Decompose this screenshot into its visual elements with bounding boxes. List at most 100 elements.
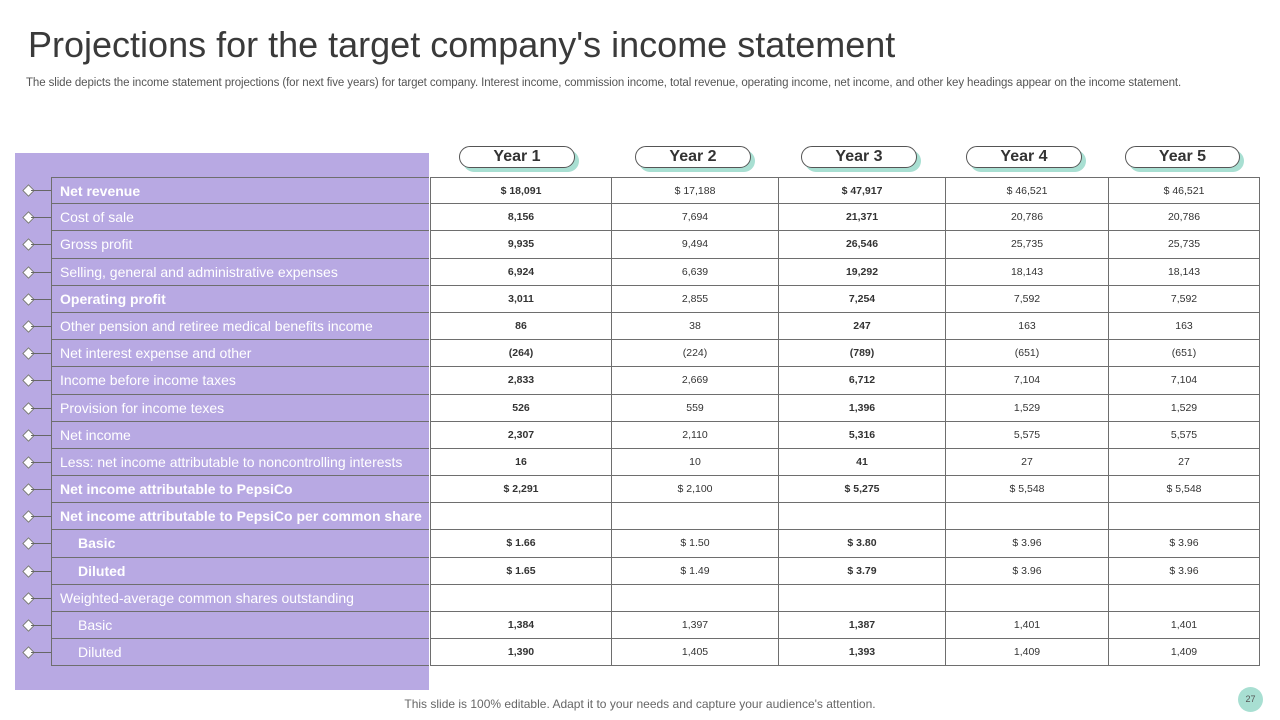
value-cell-year-4: 7,592 — [945, 285, 1108, 313]
row-connector — [31, 271, 51, 273]
table-row: Other pension and retiree medical benefi… — [0, 312, 1280, 341]
value-cell-year-4: $ 3.96 — [945, 557, 1108, 585]
value-cell-year-5: 1,529 — [1108, 394, 1260, 422]
row-connector — [31, 298, 51, 300]
row-label: Other pension and retiree medical benefi… — [51, 312, 429, 341]
table-row: Cost of sale 8,156 7,694 21,371 20,786 20,786 — [0, 204, 1280, 232]
value-cell-year-5: 25,735 — [1108, 231, 1260, 259]
value-cell-year-5 — [1108, 584, 1260, 612]
value-cell-year-4 — [945, 503, 1108, 531]
value-cell-year-2: 2,110 — [611, 421, 778, 449]
value-cell-year-1: $ 1.65 — [430, 557, 611, 585]
value-cell-year-1: 3,011 — [430, 285, 611, 313]
value-cell-year-4: 20,786 — [945, 204, 1108, 232]
value-cell-year-2: (224) — [611, 340, 778, 368]
value-cell-year-4: 25,735 — [945, 231, 1108, 259]
row-label: Provision for income texes — [51, 394, 429, 422]
value-cell-year-5: $ 46,521 — [1108, 177, 1260, 205]
value-cell-year-3: 1,396 — [778, 394, 945, 422]
year-header-5: Year 5 — [1125, 146, 1240, 168]
row-connector — [31, 597, 51, 599]
row-connector — [31, 353, 51, 355]
value-cell-year-4: 1,401 — [945, 612, 1108, 640]
row-label: Operating profit — [51, 285, 429, 313]
row-label: Net income attributable to PepsiCo per c… — [51, 503, 429, 531]
value-cell-year-5: 27 — [1108, 448, 1260, 477]
row-label: Diluted — [51, 557, 429, 585]
value-cell-year-2: $ 1.49 — [611, 557, 778, 585]
row-connector — [31, 380, 51, 382]
value-cell-year-2: 10 — [611, 448, 778, 477]
row-connector — [31, 570, 51, 572]
value-cell-year-5: 7,104 — [1108, 367, 1260, 395]
value-cell-year-5: 163 — [1108, 312, 1260, 341]
row-connector — [31, 625, 51, 626]
value-cell-year-2: 1,397 — [611, 612, 778, 640]
table-row: Operating profit 3,011 2,855 7,254 7,592 7,59… — [0, 285, 1280, 313]
value-cell-year-5: 5,575 — [1108, 421, 1260, 449]
value-cell-year-3: $ 3.79 — [778, 557, 945, 585]
value-cell-year-3: 1,387 — [778, 612, 945, 640]
value-cell-year-5: (651) — [1108, 340, 1260, 368]
value-cell-year-5: 7,592 — [1108, 285, 1260, 313]
value-cell-year-2: $ 17,188 — [611, 177, 778, 205]
value-cell-year-4: 27 — [945, 448, 1108, 477]
value-cell-year-1: 6,924 — [430, 258, 611, 286]
table-row: Net revenue $ 18,091 $ 17,188 $ 47,917 $ 46,… — [0, 177, 1280, 205]
value-cell-year-4: 1,529 — [945, 394, 1108, 422]
row-connector — [31, 516, 51, 518]
row-connector — [31, 217, 51, 219]
value-cell-year-2: $ 1.50 — [611, 530, 778, 558]
table-row: Net income attributable to PepsiCo per c… — [0, 503, 1280, 531]
value-cell-year-1: $ 1.66 — [430, 530, 611, 558]
row-connector — [31, 325, 51, 327]
value-cell-year-3: (789) — [778, 340, 945, 368]
value-cell-year-3: 19,292 — [778, 258, 945, 286]
value-cell-year-4: $ 46,521 — [945, 177, 1108, 205]
value-cell-year-5: 1,401 — [1108, 612, 1260, 640]
year-header-2: Year 2 — [635, 146, 751, 168]
row-label: Net revenue — [51, 177, 429, 205]
value-cell-year-5: 1,409 — [1108, 639, 1260, 667]
value-cell-year-1: $ 18,091 — [430, 177, 611, 205]
page-number: 27 — [1238, 687, 1263, 712]
income-statement-table: Net revenue $ 18,091 $ 17,188 $ 47,917 $ 46,… — [0, 177, 1280, 667]
value-cell-year-4 — [945, 584, 1108, 612]
value-cell-year-2: 6,639 — [611, 258, 778, 286]
value-cell-year-2: 559 — [611, 394, 778, 422]
value-cell-year-4: $ 5,548 — [945, 476, 1108, 504]
value-cell-year-1 — [430, 503, 611, 531]
value-cell-year-1: 1,384 — [430, 612, 611, 640]
footer-note: This slide is 100% editable. Adapt it to… — [404, 697, 876, 711]
row-label: Net income — [51, 421, 429, 449]
value-cell-year-5: 20,786 — [1108, 204, 1260, 232]
value-cell-year-2: $ 2,100 — [611, 476, 778, 504]
value-cell-year-3: 21,371 — [778, 204, 945, 232]
row-label: Selling, general and administrative expe… — [51, 258, 429, 286]
row-label: Gross profit — [51, 231, 429, 259]
table-row: Basic 1,384 1,397 1,387 1,401 1,401 — [0, 612, 1280, 640]
row-label: Weighted-average common shares outstandi… — [51, 584, 429, 612]
value-cell-year-1: 1,390 — [430, 639, 611, 667]
value-cell-year-5: 18,143 — [1108, 258, 1260, 286]
value-cell-year-3: 6,712 — [778, 367, 945, 395]
value-cell-year-3: 5,316 — [778, 421, 945, 449]
row-label: Income before income taxes — [51, 367, 429, 395]
table-row: Selling, general and administrative expe… — [0, 258, 1280, 286]
value-cell-year-4: 1,409 — [945, 639, 1108, 667]
row-connector — [31, 543, 51, 545]
row-connector — [31, 461, 51, 463]
value-cell-year-3: $ 3.80 — [778, 530, 945, 558]
value-cell-year-1: 2,307 — [430, 421, 611, 449]
value-cell-year-4: $ 3.96 — [945, 530, 1108, 558]
table-row: Less: net income attributable to noncont… — [0, 448, 1280, 477]
value-cell-year-3: $ 47,917 — [778, 177, 945, 205]
row-label: Cost of sale — [51, 204, 429, 232]
value-cell-year-3: 1,393 — [778, 639, 945, 667]
value-cell-year-3: 26,546 — [778, 231, 945, 259]
value-cell-year-3: 41 — [778, 448, 945, 477]
value-cell-year-2 — [611, 584, 778, 612]
value-cell-year-3: $ 5,275 — [778, 476, 945, 504]
table-row: Provision for income texes 526 559 1,396 1,5… — [0, 394, 1280, 422]
page-title: Projections for the target company's inc… — [28, 24, 896, 65]
